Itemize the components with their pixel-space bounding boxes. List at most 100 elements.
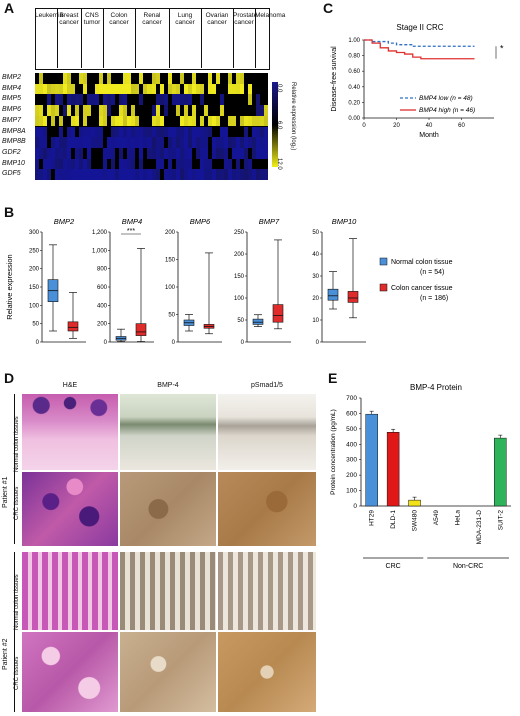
heatmap-cell xyxy=(67,83,72,95)
heatmap-cell xyxy=(111,115,116,127)
heatmap-cell xyxy=(83,73,88,84)
heatmap-cell xyxy=(71,169,76,180)
cancer-type-header: Lung cancer xyxy=(175,12,195,26)
heatmap-cell xyxy=(83,147,88,159)
heatmap-cell xyxy=(203,137,209,148)
box-y-tick-label: 50 xyxy=(168,313,175,319)
heatmap-cell xyxy=(227,115,233,127)
heatmap-cell xyxy=(59,83,64,95)
histology-panel: H&E BMP-4 pSmad1/5 Patient #1 Patient #2… xyxy=(0,380,320,716)
heatmap-cell xyxy=(151,73,156,84)
heatmap-cell xyxy=(171,105,176,116)
colorbar-label: Relative expression (log₂) xyxy=(290,82,296,151)
heatmap-cell xyxy=(67,126,72,138)
heatmap-cell xyxy=(243,115,249,127)
heatmap-cell xyxy=(239,73,245,84)
heatmap-cell xyxy=(67,169,72,180)
heatmap-cell xyxy=(127,147,132,159)
heatmap-cell xyxy=(159,147,164,159)
heatmap-cell xyxy=(123,105,128,116)
header-divider xyxy=(81,8,82,68)
heatmap-cell xyxy=(99,115,104,127)
he-crc-p2 xyxy=(22,632,118,712)
heatmap-cell xyxy=(147,83,152,95)
heatmap-cell xyxy=(199,115,205,127)
heatmap-cell xyxy=(171,126,176,138)
heatmap-cell xyxy=(255,158,261,170)
heatmap-cell xyxy=(215,73,221,84)
heatmap-cell xyxy=(175,94,180,106)
heatmap-cell xyxy=(227,94,233,106)
heatmap-cell xyxy=(87,169,92,180)
heatmap-cell xyxy=(227,158,233,170)
heatmap-cell xyxy=(143,126,148,138)
heatmap-cell xyxy=(191,169,196,180)
heatmap-cell xyxy=(47,169,52,180)
box-y-tick-label: 50 xyxy=(312,230,319,236)
survival-title: Stage II CRC xyxy=(396,23,443,32)
heatmap-cell xyxy=(155,94,160,106)
heatmap-cell xyxy=(119,126,124,138)
heatmap-cell xyxy=(247,158,253,170)
heatmap-cell xyxy=(91,158,96,170)
heatmap-cell xyxy=(215,147,221,159)
box-y-tick-label: 300 xyxy=(29,230,40,236)
heatmap-cell xyxy=(247,73,253,84)
heatmap-cell xyxy=(171,83,176,95)
heatmap-cell xyxy=(139,94,144,106)
heatmap-cell xyxy=(63,94,68,106)
row-label-normal-2: Normal colon tissues xyxy=(14,574,20,630)
heatmap-cell xyxy=(43,94,48,106)
box-y-tick-label: 100 xyxy=(165,285,176,291)
box-y-tick-label: 20 xyxy=(312,296,319,302)
heatmap-cell xyxy=(123,83,128,95)
heatmap-cell xyxy=(203,126,209,138)
heatmap-cell xyxy=(55,105,60,116)
heatmap-cell xyxy=(163,158,168,170)
heatmap-cell xyxy=(107,83,112,95)
heatmap-cell xyxy=(247,115,253,127)
heatmap-cell xyxy=(79,147,84,159)
heatmap-cell xyxy=(159,137,164,148)
heatmap-cell xyxy=(179,158,184,170)
heatmap-cell xyxy=(39,115,44,127)
heatmap-cell xyxy=(175,137,180,148)
heatmap-cell xyxy=(171,147,176,159)
heatmap-cell xyxy=(51,73,56,84)
heatmap-cell xyxy=(91,94,96,106)
heatmap-cell xyxy=(259,147,265,159)
heatmap-cell xyxy=(55,169,60,180)
heatmap-cell xyxy=(147,94,152,106)
heatmap-cell xyxy=(207,115,213,127)
patient-2-bracket xyxy=(14,552,15,712)
boxplot-chart: Relative expressionBMP205010015020025030… xyxy=(5,217,453,346)
heatmap-cell xyxy=(183,115,188,127)
heatmap-cell xyxy=(235,137,241,148)
heatmap-cell xyxy=(47,126,52,138)
box-cancer xyxy=(135,323,147,336)
header-divider xyxy=(103,8,104,68)
heatmap-cell xyxy=(239,169,245,180)
heatmap-cell xyxy=(219,169,225,180)
heatmap-cell xyxy=(83,83,88,95)
box-y-tick-label: 50 xyxy=(237,318,244,324)
heatmap-cell xyxy=(203,158,209,170)
heatmap-cell xyxy=(255,105,261,116)
heatmap-cell xyxy=(251,94,257,106)
heatmap-cell xyxy=(71,126,76,138)
bar-y-tick-label: 600 xyxy=(346,410,357,417)
heatmap-cell xyxy=(127,137,132,148)
heatmap-cell xyxy=(167,115,172,127)
cancer-type-header: CNS tumor xyxy=(83,12,101,26)
heatmap-cell xyxy=(199,73,205,84)
heatmap-cell xyxy=(39,105,44,116)
heatmap-cell xyxy=(195,147,200,159)
heatmap-cell xyxy=(59,105,64,116)
legend-label: BMP4 low (n = 48) xyxy=(419,95,473,102)
heatmap-cell xyxy=(191,73,196,84)
heatmap-cell xyxy=(51,126,56,138)
header-box xyxy=(35,8,270,70)
heatmap-cell xyxy=(55,115,60,127)
heatmap-cell xyxy=(187,73,192,84)
heatmap-cell xyxy=(255,83,261,95)
